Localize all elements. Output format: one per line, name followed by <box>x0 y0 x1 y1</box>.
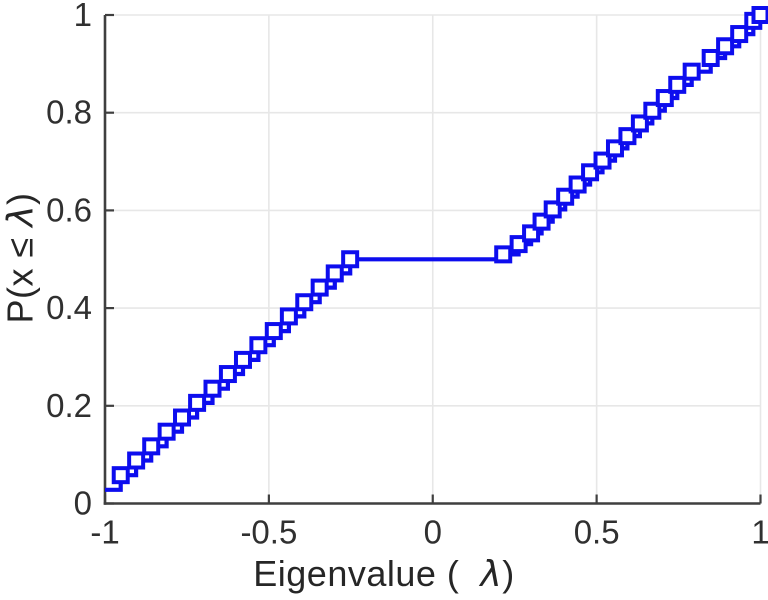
y-tick-label: 0 <box>74 485 92 522</box>
data-point-marker <box>310 278 329 297</box>
data-point-marker <box>630 114 649 133</box>
x-axis-label-close: ) <box>502 553 515 594</box>
data-point-marker <box>279 307 298 326</box>
x-tick-label: -0.5 <box>240 514 297 551</box>
data-point-marker <box>341 250 360 269</box>
x-tick-label: 0 <box>424 514 442 551</box>
data-point-marker <box>249 336 268 355</box>
data-point-marker <box>233 350 252 369</box>
data-point-marker <box>543 200 562 219</box>
lambda-symbol: λ <box>480 554 503 595</box>
y-axis-label-text: P(x ≤ <box>0 226 41 324</box>
data-point-marker <box>668 75 687 94</box>
y-tick-label: 0.4 <box>46 289 92 326</box>
data-point-marker <box>218 365 237 384</box>
data-point-marker <box>716 37 735 56</box>
data-point-marker <box>295 293 314 312</box>
data-point-marker <box>643 101 662 120</box>
y-tick-label: 0.2 <box>46 387 92 424</box>
y-axis-label-close: ) <box>0 192 41 205</box>
y-axis-label: P(x ≤ λ) <box>0 192 42 324</box>
data-point-marker <box>751 6 768 24</box>
data-point-marker <box>188 393 207 412</box>
lambda-symbol: λ <box>0 204 42 227</box>
data-point-marker <box>701 48 720 67</box>
x-tick-label: 1 <box>751 514 768 551</box>
data-point-marker <box>682 62 701 81</box>
data-point-marker <box>127 451 146 470</box>
data-point-marker <box>730 25 749 44</box>
data-point-marker <box>618 127 637 146</box>
x-tick-label: -1 <box>90 514 119 551</box>
data-point-marker <box>111 466 130 485</box>
data-point-marker <box>203 379 222 398</box>
x-axis-label: Eigenvalue ( λ) <box>0 556 768 593</box>
y-tick-label: 0.8 <box>46 94 92 131</box>
data-point-marker <box>142 437 161 456</box>
y-tick-label: 0.6 <box>46 191 92 228</box>
data-point-marker <box>655 89 674 108</box>
data-point-marker <box>157 422 176 441</box>
x-axis-label-text: Eigenvalue ( <box>253 553 481 594</box>
data-point-marker <box>325 264 344 283</box>
y-tick-label: 1 <box>74 0 92 33</box>
data-point-marker <box>264 322 283 341</box>
x-tick-label: 0.5 <box>574 514 620 551</box>
data-point-marker <box>494 245 513 264</box>
data-point-marker <box>173 408 192 427</box>
